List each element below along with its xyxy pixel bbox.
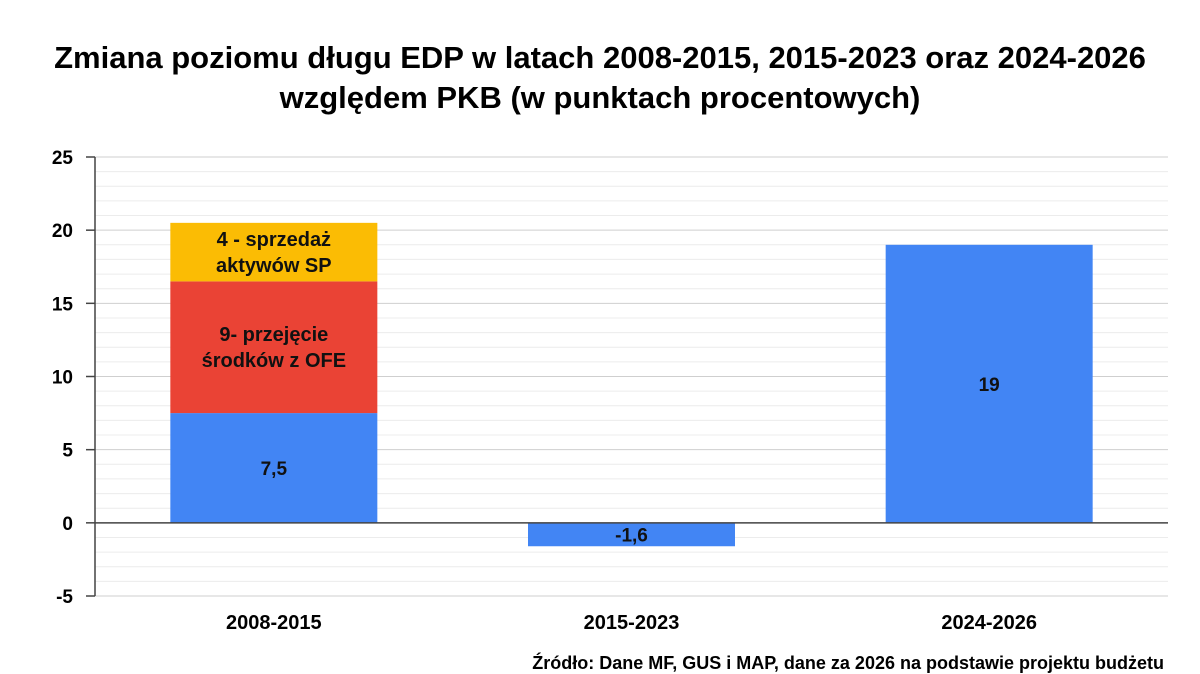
bar-segment — [528, 522, 735, 547]
y-tick-label: 10 — [52, 368, 73, 389]
bar-segment — [170, 222, 378, 282]
bar-data-label: środków z OFE — [202, 350, 346, 372]
y-tick-label: 5 — [62, 441, 73, 462]
bar-data-label: -1,6 — [615, 526, 648, 547]
bar-segment — [885, 244, 1093, 523]
bar-data-label: 7,5 — [261, 459, 288, 480]
y-tick-label: 15 — [52, 294, 74, 315]
x-category-label: 2008-2015 — [226, 612, 322, 634]
x-category-label: 2024-2026 — [941, 612, 1037, 634]
bar-data-label: 4 - sprzedaż — [217, 229, 331, 251]
y-tick-label: 25 — [52, 148, 74, 169]
chart-title: Zmiana poziomu długu EDP w latach 2008-2… — [54, 40, 1146, 115]
bar-data-label: 19 — [979, 375, 1000, 396]
y-tick-label: 0 — [62, 514, 73, 535]
y-tick-label: 20 — [52, 221, 73, 242]
bar-data-label: aktywów SP — [216, 255, 332, 277]
bar-data-label: 9- przejęcie — [219, 324, 328, 346]
x-category-label: 2015-2023 — [584, 612, 680, 634]
bar-segment — [170, 413, 378, 523]
source-note: Źródło: Dane MF, GUS i MAP, dane za 2026… — [532, 653, 1164, 673]
y-tick-label: -5 — [56, 587, 73, 608]
bar-segment — [170, 281, 378, 414]
